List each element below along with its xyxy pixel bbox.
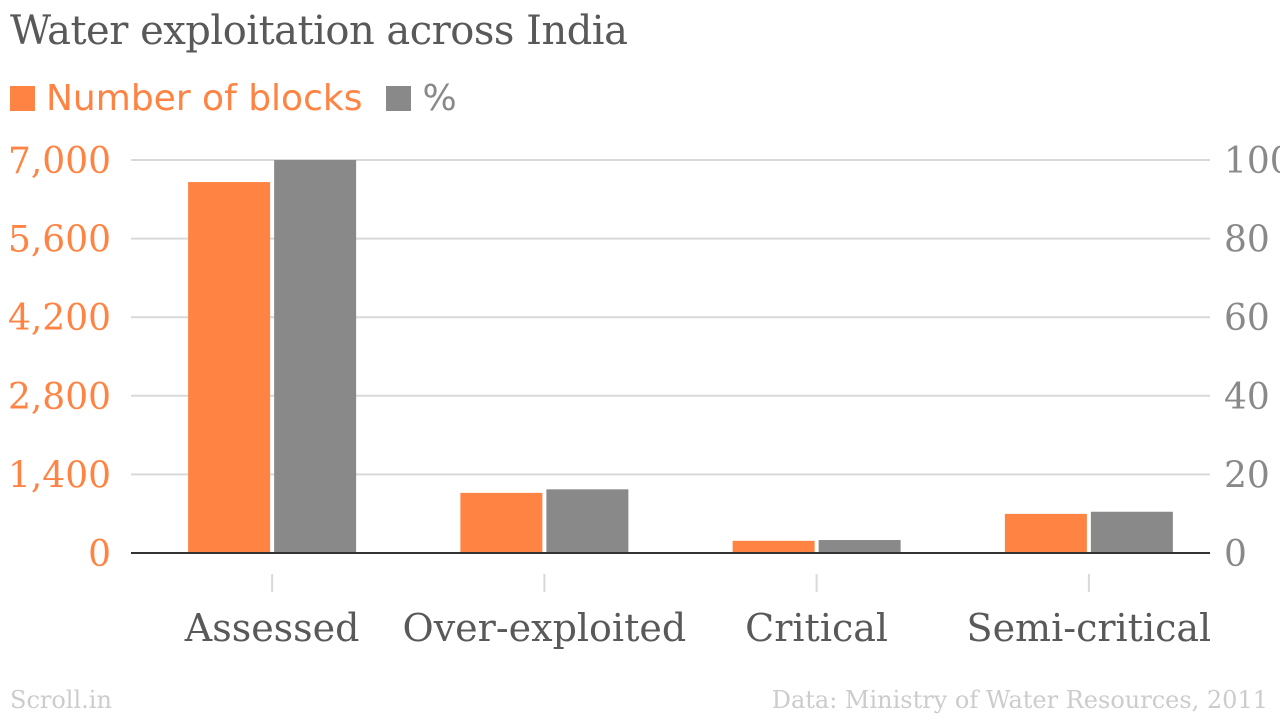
y-right-tick-label-5: 100 — [1224, 141, 1280, 182]
source-credit: Scroll.in — [10, 686, 112, 714]
y-left-tick-label-1: 1,400 — [8, 455, 111, 496]
x-tick-label-2: Critical — [745, 606, 888, 650]
legend-swatch-percent — [386, 85, 412, 111]
y-left-tick-label-0: 0 — [88, 534, 111, 575]
x-tick-label-3: Semi-critical — [967, 606, 1212, 650]
chart-title: Water exploitation across India — [10, 8, 628, 54]
bar-percent-0 — [274, 160, 357, 553]
legend-label-percent: % — [422, 77, 457, 119]
legend-item-blocks: Number of blocks — [10, 78, 362, 119]
y-left-tick-label-3: 4,200 — [8, 298, 111, 339]
bar-percent-1 — [546, 489, 629, 553]
bar-blocks-1 — [460, 492, 543, 553]
y-left-tick-label-5: 7,000 — [8, 141, 111, 182]
x-tick-label-1: Over-exploited — [403, 606, 687, 650]
y-left-tick-label-4: 5,600 — [8, 220, 111, 261]
legend-item-percent: % — [386, 77, 457, 119]
bar-blocks-0 — [188, 182, 271, 553]
y-right-tick-label-0: 0 — [1224, 534, 1247, 575]
y-left-tick-label-2: 2,800 — [8, 377, 111, 418]
legend-label-blocks: Number of blocks — [46, 77, 363, 119]
x-tick-label-0: Assessed — [184, 606, 360, 650]
data-source-note: Data: Ministry of Water Resources, 2011 — [771, 686, 1268, 714]
y-right-tick-label-3: 60 — [1224, 298, 1270, 339]
y-right-tick-label-1: 20 — [1224, 455, 1270, 496]
y-right-tick-label-2: 40 — [1224, 377, 1270, 418]
bar-blocks-3 — [1004, 513, 1087, 553]
bar-percent-2 — [818, 540, 901, 553]
legend-swatch-blocks — [10, 85, 35, 111]
bar-percent-3 — [1090, 511, 1173, 553]
bar-blocks-2 — [732, 540, 815, 553]
y-right-tick-label-4: 80 — [1224, 220, 1270, 261]
chart-legend: Number of blocks % — [10, 74, 481, 122]
